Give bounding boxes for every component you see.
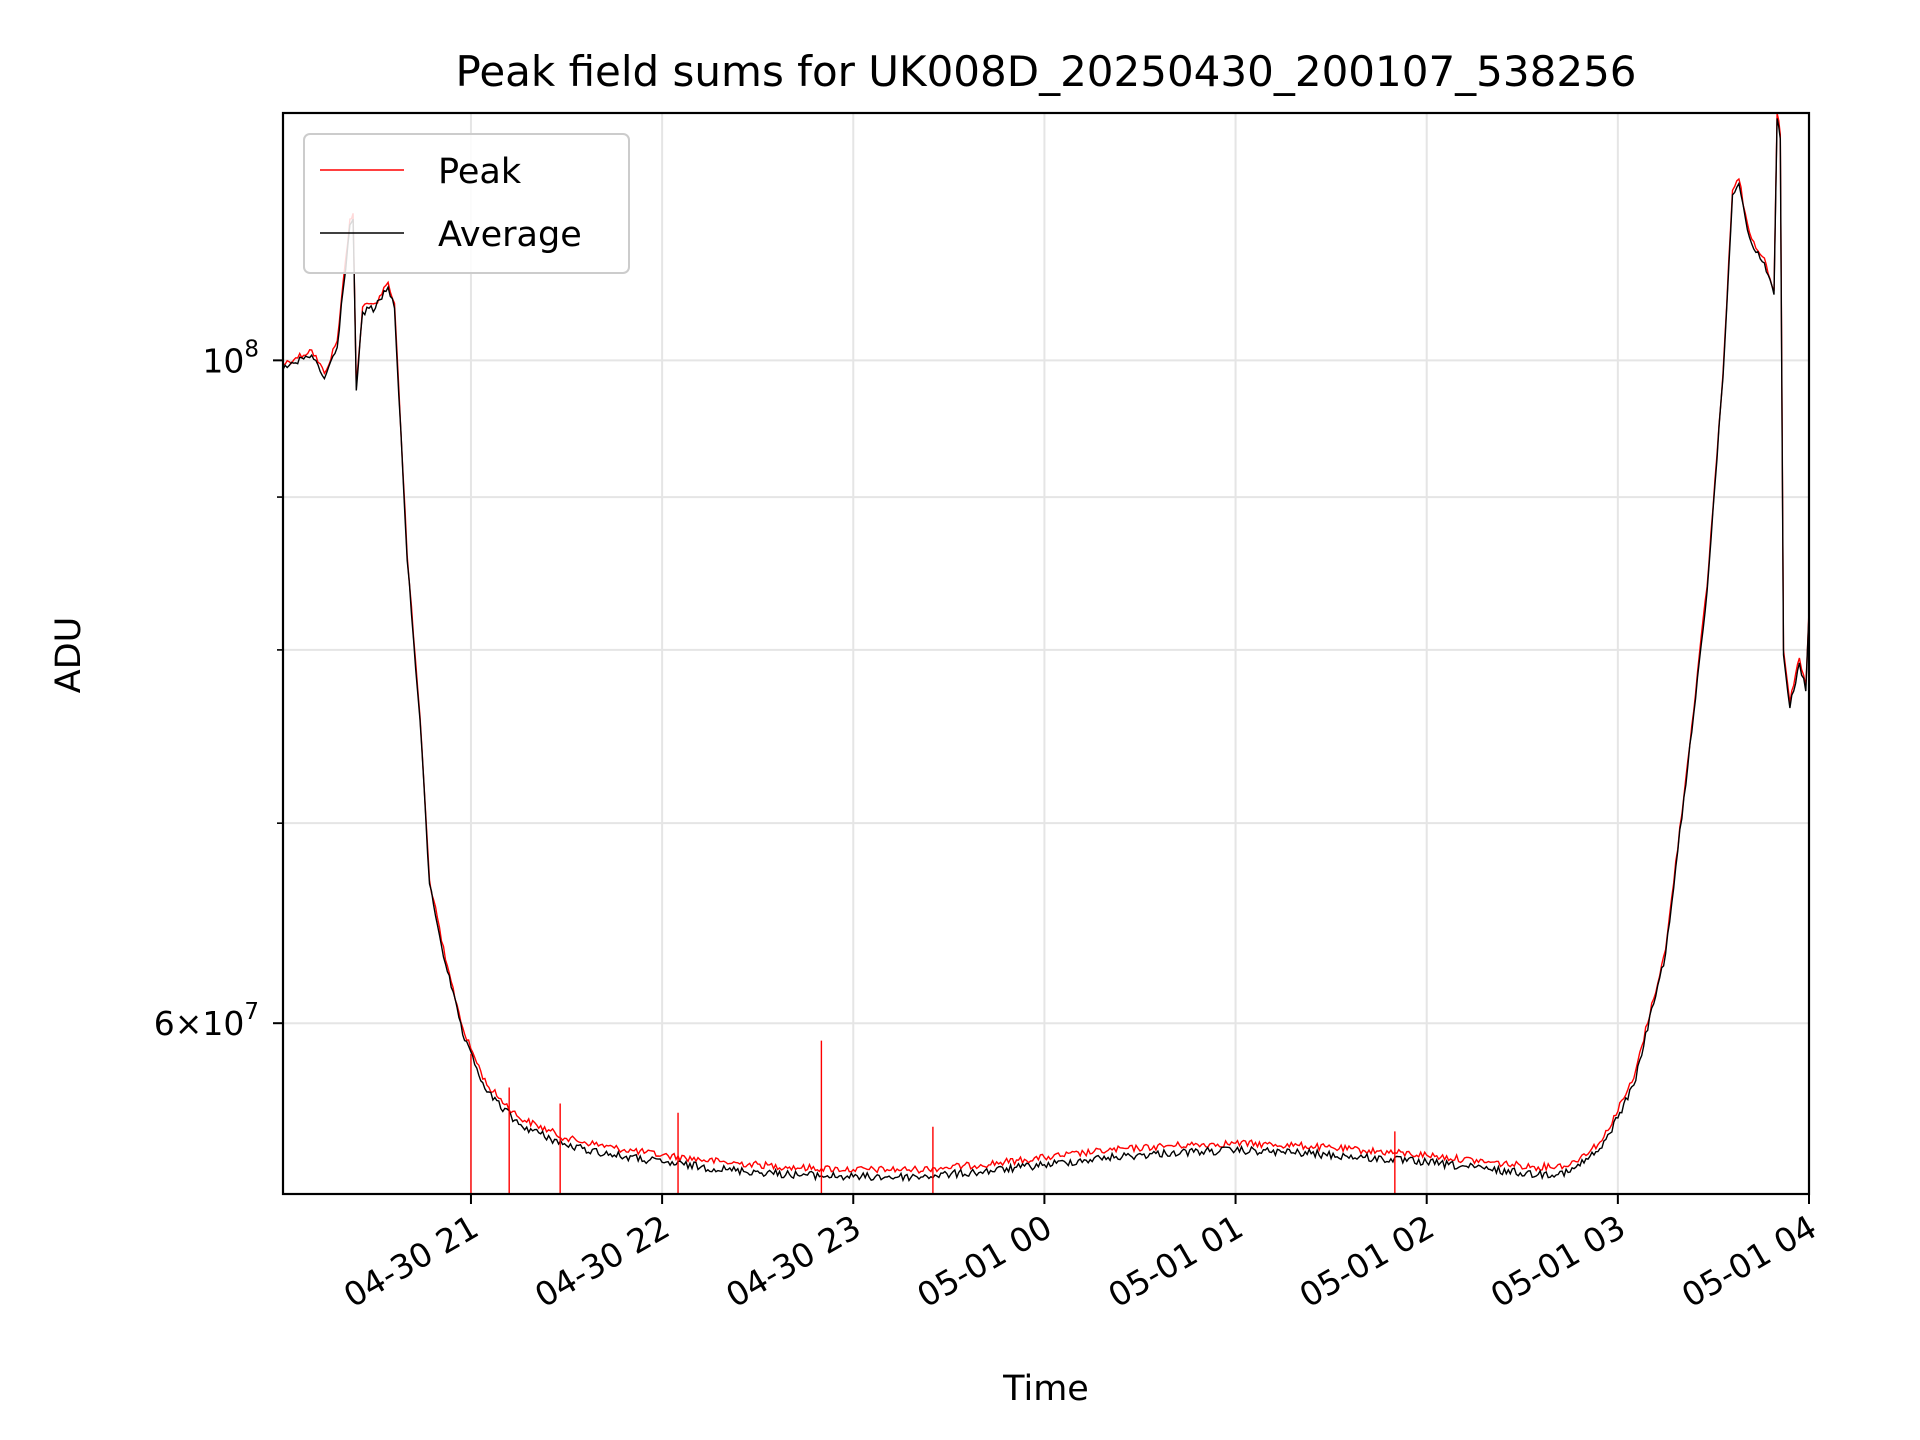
x-tick-label: 05-01 00 (910, 1207, 1058, 1315)
x-tick-label: 05-01 03 (1484, 1207, 1632, 1315)
chart-title: Peak field sums for UK008D_20250430_2001… (455, 47, 1636, 96)
legend-box (303, 133, 630, 274)
grid (283, 113, 1810, 1194)
y-tick-label: 108 (202, 336, 259, 380)
x-tick-label: 05-01 01 (1102, 1207, 1250, 1315)
x-axis-label: Time (1002, 1369, 1089, 1409)
x-tick-label: 05-01 02 (1293, 1207, 1441, 1315)
y-axis: 108 6×107 (154, 336, 283, 1043)
legend-label-peak: Peak (438, 152, 522, 192)
y-tick-label: 6×107 (154, 999, 259, 1043)
x-tick-label: 04-30 22 (528, 1207, 676, 1315)
series-line-peak (283, 113, 1809, 1174)
legend: Peak Average (303, 133, 630, 274)
plot-area (283, 113, 1809, 1194)
plot-frame (281, 111, 1811, 1196)
y-axis-label: ADU (49, 617, 89, 694)
x-tick-label: 04-30 21 (337, 1207, 485, 1315)
series-line-average (283, 118, 1809, 1183)
x-tick-label: 04-30 23 (719, 1207, 867, 1315)
x-tick-label: 05-01 04 (1675, 1207, 1823, 1315)
legend-label-average: Average (438, 215, 582, 255)
x-axis: 04-30 21 04-30 22 04-30 23 05-01 00 05-01 01… (337, 1194, 1823, 1315)
